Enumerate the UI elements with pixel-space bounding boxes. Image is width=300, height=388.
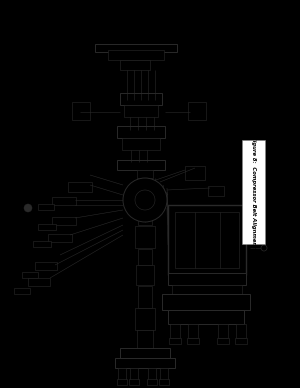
Bar <box>160 368 168 380</box>
Circle shape <box>24 204 32 212</box>
Bar <box>124 105 158 117</box>
Bar <box>115 358 175 368</box>
Bar <box>117 379 127 385</box>
Bar <box>138 286 152 308</box>
Bar <box>175 212 239 268</box>
Bar <box>130 368 138 380</box>
Bar <box>22 272 38 278</box>
Bar <box>236 324 246 338</box>
Bar <box>159 379 169 385</box>
Bar <box>172 285 242 295</box>
Bar <box>217 338 229 344</box>
Bar <box>120 60 150 70</box>
Bar <box>185 166 205 180</box>
Bar <box>136 265 154 285</box>
Bar <box>135 308 155 330</box>
Bar <box>170 324 180 338</box>
Bar <box>135 226 155 248</box>
Bar <box>38 204 54 210</box>
Bar <box>168 205 246 275</box>
Bar <box>147 379 157 385</box>
Bar <box>208 186 224 196</box>
Bar <box>68 182 92 192</box>
Bar <box>187 338 199 344</box>
Bar <box>218 324 228 338</box>
Text: Figure 8:  Compressor Belt Alignment: Figure 8: Compressor Belt Alignment <box>251 136 256 248</box>
Bar <box>120 348 170 358</box>
Circle shape <box>135 190 155 210</box>
Circle shape <box>261 245 267 251</box>
Bar <box>118 368 126 380</box>
Bar <box>108 50 164 60</box>
Bar <box>95 44 177 52</box>
Bar <box>129 379 139 385</box>
Bar <box>188 324 198 338</box>
Bar <box>137 330 153 350</box>
Bar <box>122 138 160 150</box>
Bar <box>242 140 265 244</box>
Bar <box>168 310 244 324</box>
Bar <box>137 170 153 178</box>
Bar <box>38 224 56 230</box>
Bar <box>35 262 57 270</box>
Bar <box>162 294 250 310</box>
Bar <box>52 197 76 205</box>
Bar <box>188 102 206 120</box>
Bar <box>14 288 30 294</box>
Bar <box>52 217 76 225</box>
Bar <box>117 126 165 138</box>
Bar <box>169 338 181 344</box>
Bar <box>235 338 247 344</box>
Bar <box>168 273 246 285</box>
Bar <box>120 93 162 105</box>
Bar <box>33 241 51 247</box>
Circle shape <box>123 178 167 222</box>
Bar <box>28 278 50 286</box>
Bar <box>48 234 72 242</box>
Bar <box>138 249 152 265</box>
Bar <box>72 102 90 120</box>
Bar <box>148 368 156 380</box>
Bar <box>138 205 152 225</box>
Bar <box>117 160 165 170</box>
